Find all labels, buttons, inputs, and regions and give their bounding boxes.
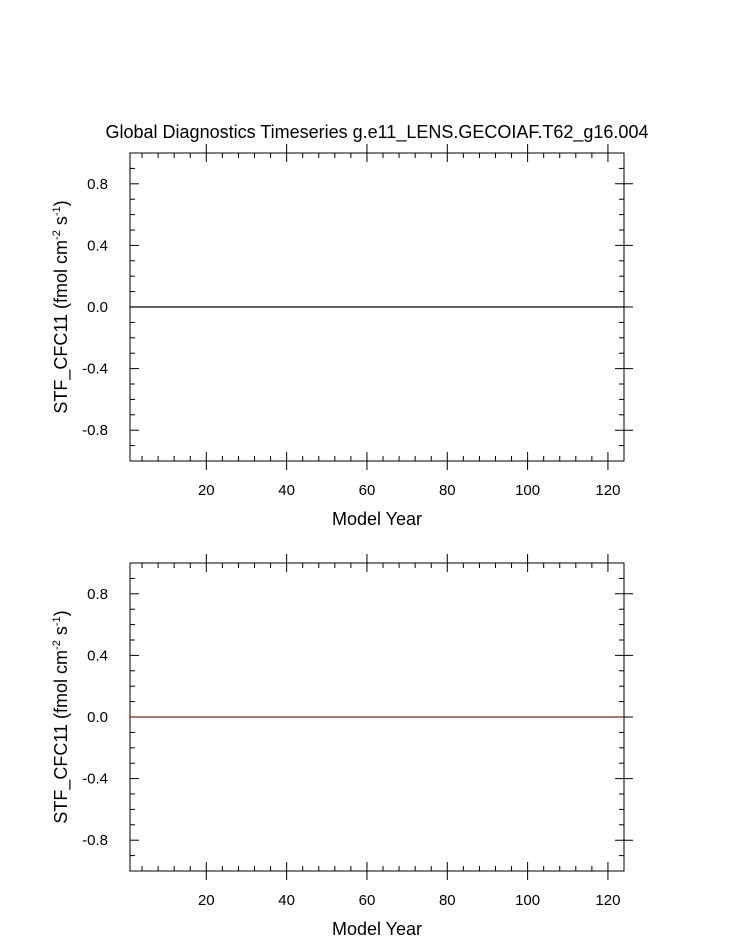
y-tick-label: -0.8 <box>82 832 108 849</box>
x-tick-label: 100 <box>515 892 540 909</box>
x-tick-label: 20 <box>198 482 215 499</box>
y-tick-label: 0.4 <box>87 647 108 664</box>
x-tick-label: 60 <box>359 892 376 909</box>
y-tick-label: -0.4 <box>82 771 108 788</box>
chart-title: Global Diagnostics Timeseries g.e11_LENS… <box>106 122 649 143</box>
x-tick-label: 120 <box>595 892 620 909</box>
y-tick-label: -0.8 <box>82 422 108 439</box>
x-tick-label: 120 <box>595 482 620 499</box>
x-tick-label: 100 <box>515 482 540 499</box>
y-axis-label: STF_CFC11 (fmol cm-2 s-1) <box>51 200 72 413</box>
chart-panels: 20 40 60 80 100 120 -0.8 -0.4 0.0 0.4 0.8 Model Yea… <box>51 144 633 939</box>
x-axis-label: Model Year <box>332 919 422 939</box>
x-tick-label: 40 <box>278 892 295 909</box>
x-tick-label: 20 <box>198 892 215 909</box>
y-tick-label: 0.8 <box>87 176 108 193</box>
chart-panel-2: 20 40 60 80 100 120 -0.8 -0.4 0.0 0.4 0.8 Model Yea… <box>51 554 633 939</box>
y-tick-label: 0.0 <box>87 709 108 726</box>
x-tick-label: 40 <box>278 482 295 499</box>
y-tick-label: 0.4 <box>87 237 108 254</box>
y-tick-label: -0.4 <box>82 361 108 378</box>
y-axis-label: STF_CFC11 (fmol cm-2 s-1) <box>51 610 72 823</box>
x-axis-label: Model Year <box>332 509 422 529</box>
y-tick-label: 0.0 <box>87 299 108 316</box>
y-tick-label: 0.8 <box>87 586 108 603</box>
x-tick-label: 60 <box>359 482 376 499</box>
x-tick-label: 80 <box>439 482 456 499</box>
chart-panel-1: 20 40 60 80 100 120 -0.8 -0.4 0.0 0.4 0.8 Model Yea… <box>51 144 633 529</box>
x-tick-label: 80 <box>439 892 456 909</box>
